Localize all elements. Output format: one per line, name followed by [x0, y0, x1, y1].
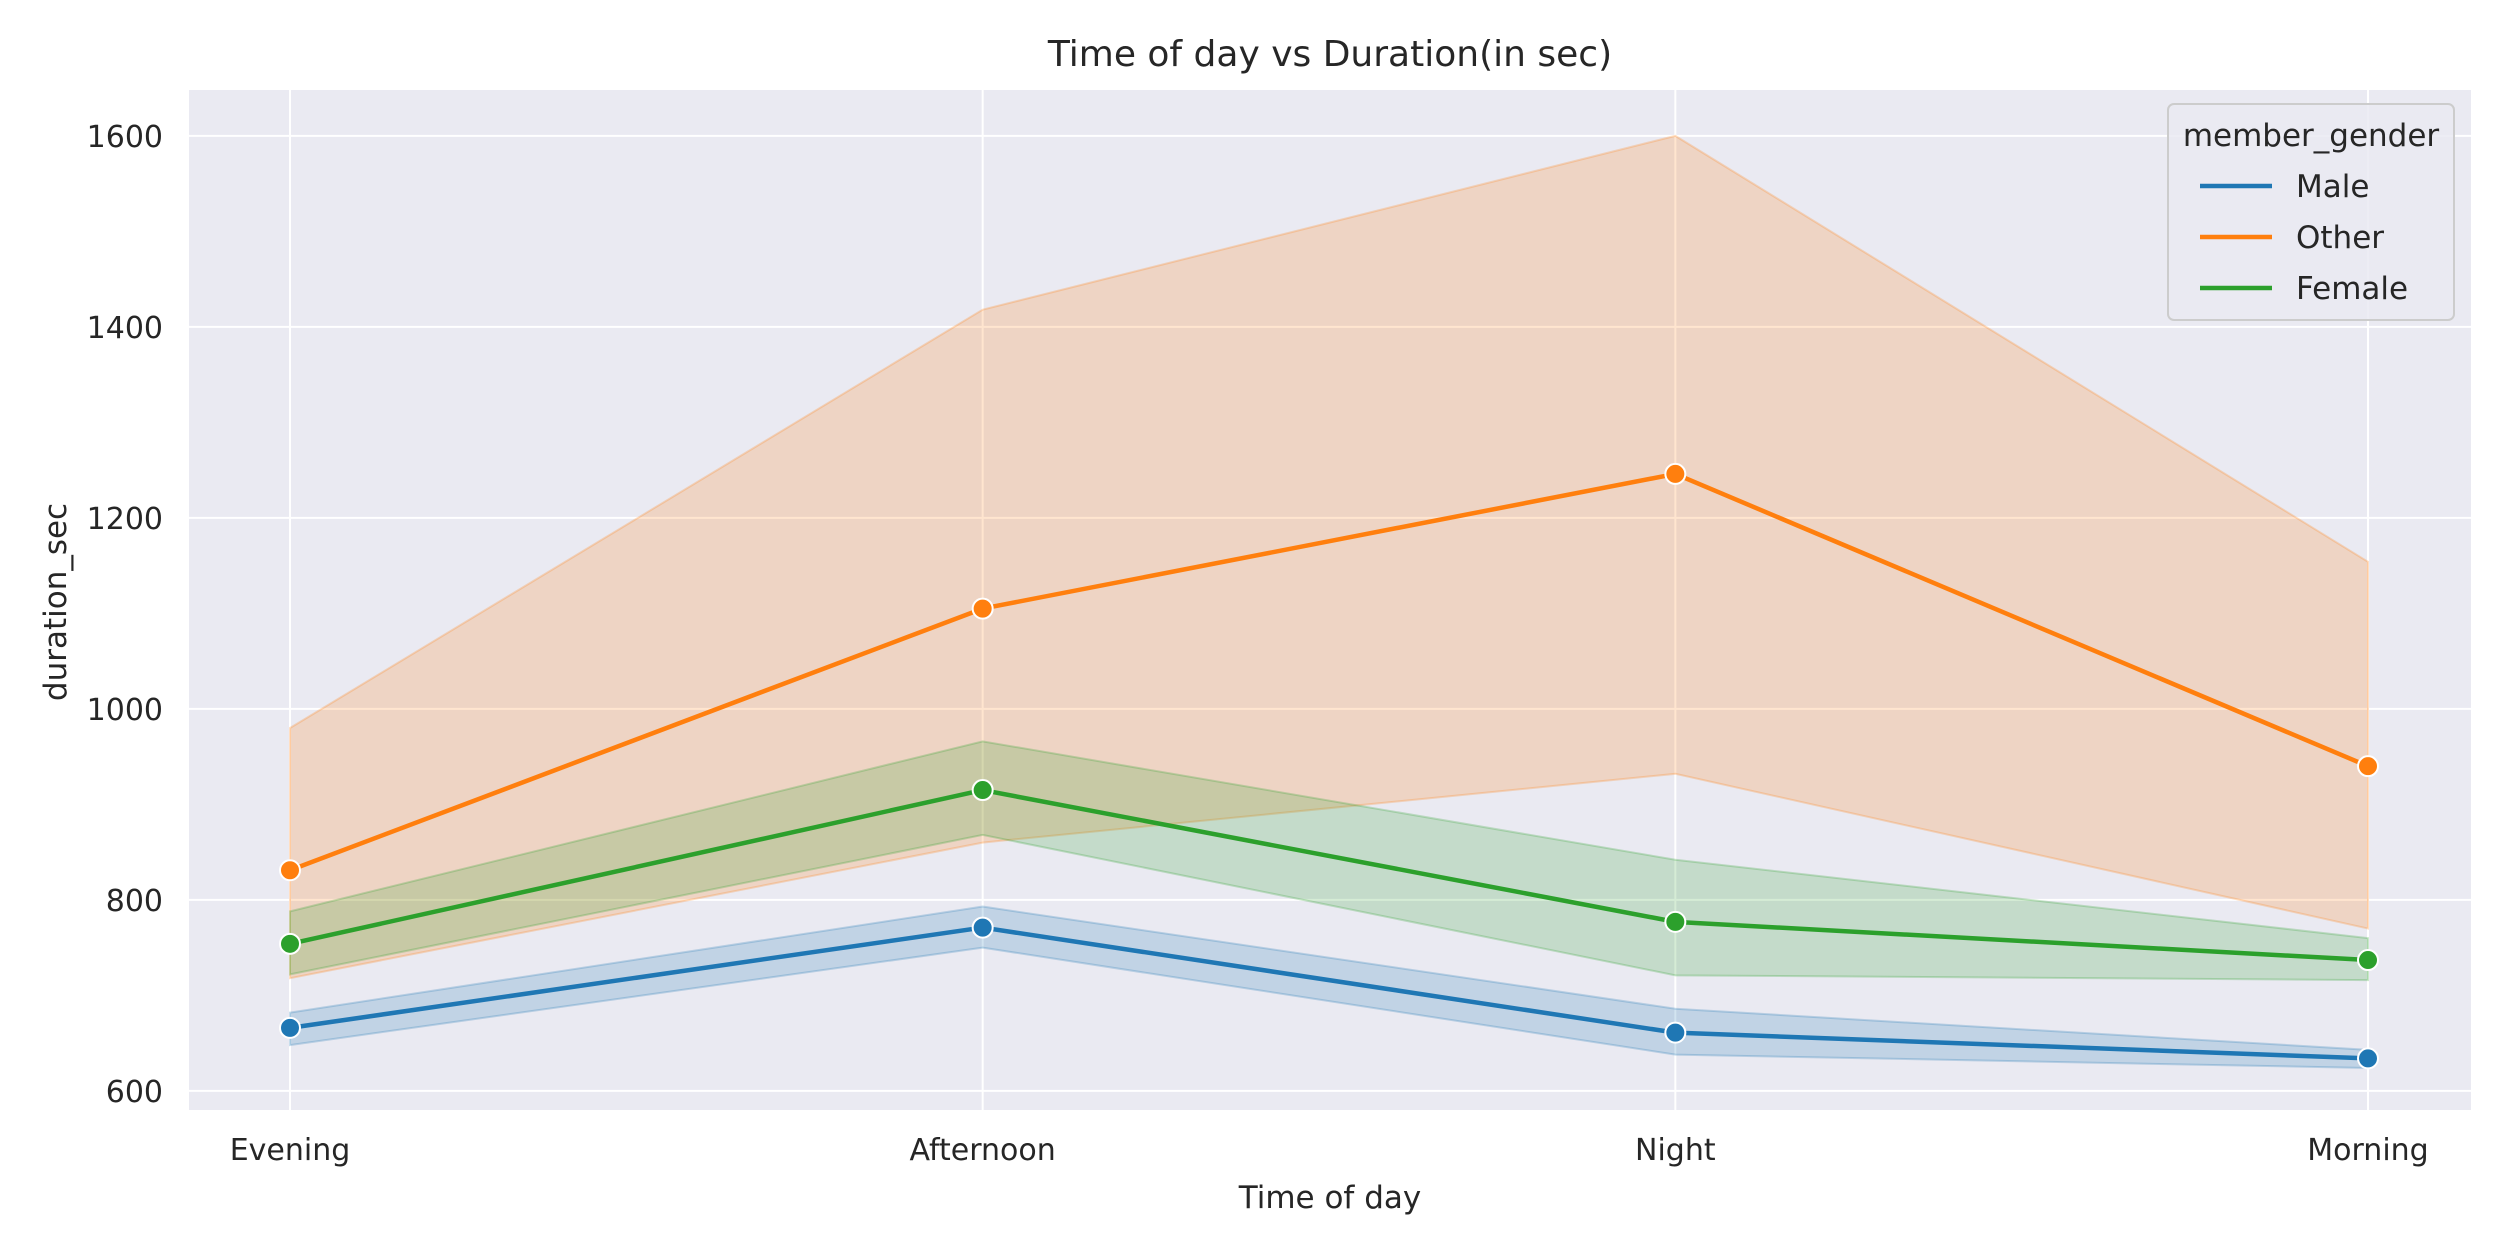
ci-band-female [289, 740, 2369, 982]
x-tick-label: Morning [2307, 1133, 2428, 1168]
legend-items: Male Other Female [2200, 169, 2408, 307]
y-axis-label: duration_sec [38, 503, 74, 701]
x-axis-label: Time of day [1238, 1180, 1421, 1216]
data-point-male [2357, 1047, 2379, 1070]
legend-label-female: Female [2296, 271, 2408, 307]
series-line-other [287, 471, 2371, 873]
legend: member_gender Male Other Female [2167, 103, 2455, 321]
plot-area [189, 90, 2471, 1110]
legend-title: member_gender [2183, 118, 2440, 154]
data-point-male [1664, 1021, 1687, 1044]
series-points [279, 462, 2379, 1070]
y-tick-label: 600 [106, 1075, 163, 1110]
series-lines [287, 471, 2371, 1061]
data-point-other [2357, 755, 2379, 778]
gridlines [189, 90, 2471, 1110]
data-point-other [279, 859, 301, 882]
data-point-female [971, 779, 994, 802]
data-point-female [1664, 910, 1687, 933]
data-point-male [279, 1016, 301, 1039]
y-tick-label: 1600 [87, 120, 163, 155]
data-point-male [971, 916, 994, 939]
ci-band-other [289, 134, 2369, 980]
data-point-other [1664, 462, 1687, 485]
chart-title: Time of day vs Duration(in sec) [1047, 34, 1612, 75]
y-tick-labels: 600 800 1000 1200 1400 1600 [87, 120, 163, 1110]
y-tick-label: 1000 [87, 693, 163, 728]
y-tick-label: 1200 [87, 502, 163, 537]
x-tick-labels: Evening Afternoon Night Morning [230, 1133, 2429, 1168]
confidence-bands [289, 134, 2369, 1069]
series-line-female [287, 787, 2371, 963]
data-point-female [279, 932, 301, 955]
legend-label-other: Other [2296, 220, 2384, 256]
data-point-female [2357, 949, 2379, 972]
legend-label-male: Male [2296, 169, 2369, 205]
y-tick-label: 800 [106, 884, 163, 919]
legend-box [2167, 103, 2455, 321]
x-tick-label: Night [1635, 1133, 1716, 1168]
series-line-male [287, 925, 2371, 1061]
data-point-other [971, 597, 994, 620]
x-tick-label: Afternoon [910, 1133, 1056, 1168]
x-tick-label: Evening [230, 1133, 351, 1168]
y-tick-label: 1400 [87, 311, 163, 346]
